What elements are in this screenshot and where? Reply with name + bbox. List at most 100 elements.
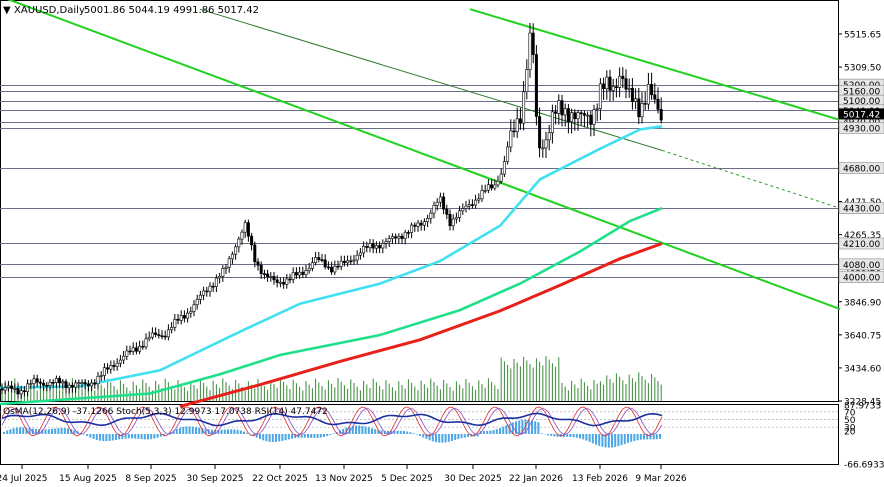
candle-body	[186, 312, 190, 319]
candle-body	[346, 260, 350, 264]
candle-body	[458, 210, 462, 218]
candle-body	[38, 381, 42, 384]
osma-bar	[377, 429, 380, 434]
osma-bar	[489, 430, 492, 434]
level-tag	[838, 202, 884, 214]
candle-body	[166, 329, 170, 338]
time-tick-label: 8 Sep 2025	[125, 474, 176, 484]
osma-bar	[105, 433, 108, 442]
candle-body	[208, 285, 212, 292]
moving-average-line	[0, 206, 663, 406]
candle-body	[438, 196, 442, 203]
osma-bar	[294, 433, 297, 439]
oscillator-tick-label: 20	[844, 427, 856, 437]
osma-bar	[598, 433, 601, 446]
osma-bar	[611, 433, 613, 448]
osma-bar	[601, 433, 604, 447]
osma-bar	[153, 433, 156, 439]
osma-bar	[182, 426, 185, 434]
candle-body	[480, 190, 484, 200]
candle-body	[128, 350, 132, 353]
osma-bar	[486, 430, 489, 434]
osma-bar	[518, 420, 521, 434]
osma-bar	[159, 433, 162, 437]
candle-body	[90, 382, 94, 387]
osma-bar	[636, 433, 639, 441]
candle-body	[218, 276, 222, 279]
osma-bar	[15, 427, 18, 434]
time-tick-label: 24 Jul 2025	[0, 474, 47, 484]
osma-bar	[572, 433, 575, 438]
candle-body	[205, 290, 209, 293]
osma-bar	[233, 429, 236, 434]
osma-bar	[28, 428, 31, 434]
osma-bar	[38, 429, 41, 434]
candle-body	[112, 365, 116, 367]
candle-body	[547, 132, 551, 141]
osma-bar	[281, 433, 284, 441]
candle-body	[506, 146, 510, 162]
chart-menu-icon[interactable]: ▼	[3, 5, 11, 16]
candle-body	[525, 69, 529, 93]
osma-bar	[393, 430, 396, 434]
candle-body	[400, 235, 404, 239]
osma-bar	[460, 433, 463, 439]
candle-body	[371, 243, 375, 249]
price-tick-label: 5515.65	[844, 30, 881, 40]
level-tag-label: 4210.00	[843, 240, 880, 250]
candle-body	[653, 94, 657, 100]
candle-body	[86, 383, 90, 387]
candle-body	[608, 76, 612, 91]
candle-body	[522, 91, 526, 124]
candle-body	[74, 382, 78, 388]
candle-body	[374, 245, 378, 249]
candle-body	[214, 277, 218, 287]
osma-bar	[275, 433, 277, 442]
candle-body	[586, 114, 590, 117]
candle-body	[189, 311, 193, 314]
candle-body	[560, 100, 564, 116]
osma-bar	[131, 433, 133, 439]
candle-body	[272, 276, 276, 281]
osma-bar	[300, 433, 303, 438]
candle-body	[592, 109, 596, 125]
osma-bar	[492, 429, 495, 434]
moving-average-line	[0, 125, 663, 390]
osma-bar	[230, 429, 233, 434]
osma-bar	[265, 433, 268, 442]
candle-body	[416, 222, 420, 227]
time-tick-label: 13 Feb 2026	[572, 474, 628, 484]
level-tag	[838, 237, 884, 250]
candle-body	[573, 112, 577, 120]
candle-body	[528, 32, 532, 70]
osma-bar	[396, 430, 399, 434]
osma-bar	[63, 428, 66, 434]
candle-body	[656, 98, 660, 110]
osma-bar	[204, 428, 207, 434]
candle-body	[51, 381, 55, 384]
candle-body	[515, 118, 519, 133]
candle-body	[598, 83, 602, 109]
osma-bar	[431, 433, 434, 442]
candle-body	[342, 260, 346, 264]
trend-line	[6, 0, 841, 311]
candle-body	[602, 83, 606, 90]
osma-bar	[425, 433, 428, 439]
osma-bar	[163, 433, 165, 436]
candle-body	[531, 32, 535, 55]
osma-bar	[537, 422, 540, 434]
time-tick-label: 22 Oct 2025	[252, 474, 308, 484]
candle-body	[173, 318, 177, 328]
osma-bar	[191, 426, 194, 434]
candle-body	[570, 112, 574, 122]
osma-bar	[44, 429, 47, 434]
osma-bar	[524, 419, 527, 434]
candle-body	[310, 262, 314, 269]
osma-bar	[297, 433, 300, 438]
osma-bar	[73, 429, 76, 434]
candle-body	[102, 367, 106, 376]
candle-body	[541, 147, 545, 150]
candle-body	[198, 294, 202, 300]
osma-bar	[422, 433, 425, 438]
